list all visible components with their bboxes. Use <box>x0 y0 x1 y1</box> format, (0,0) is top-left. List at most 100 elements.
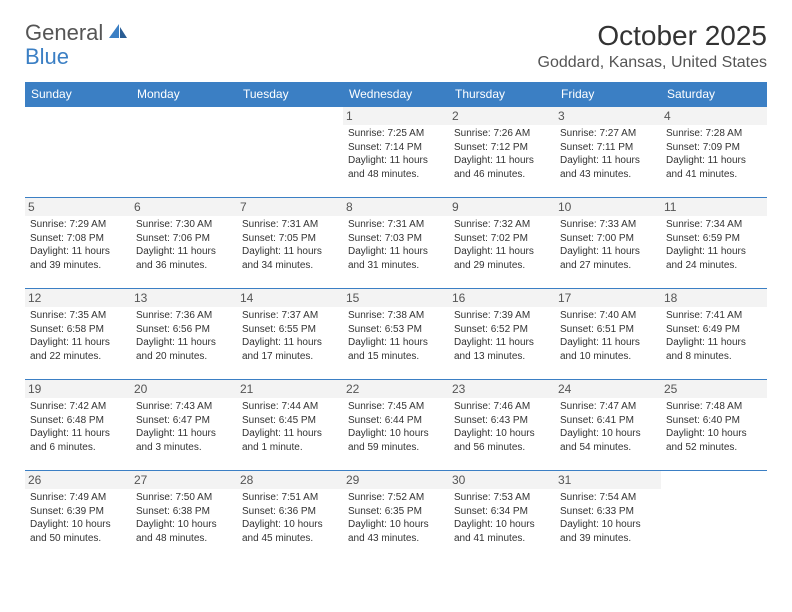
day-number: 21 <box>237 380 343 398</box>
day-info-line: Daylight: 10 hours <box>666 427 762 441</box>
day-info-line: and 41 minutes. <box>666 168 762 182</box>
day-info-line: Daylight: 10 hours <box>560 518 656 532</box>
day-info-line: and 46 minutes. <box>454 168 550 182</box>
day-info-line: Sunset: 6:52 PM <box>454 323 550 337</box>
day-info-line: Daylight: 10 hours <box>560 427 656 441</box>
day-info-line: Sunset: 6:45 PM <box>242 414 338 428</box>
day-info-line: Daylight: 11 hours <box>666 245 762 259</box>
day-info-line: Sunrise: 7:42 AM <box>30 400 126 414</box>
day-number: 29 <box>343 471 449 489</box>
col-friday: Friday <box>555 82 661 107</box>
day-info-line: Sunrise: 7:50 AM <box>136 491 232 505</box>
day-info-line: Sunset: 7:05 PM <box>242 232 338 246</box>
day-info-line: Daylight: 11 hours <box>136 336 232 350</box>
day-info-line: and 50 minutes. <box>30 532 126 546</box>
day-info-line: Sunset: 6:41 PM <box>560 414 656 428</box>
day-number: 31 <box>555 471 661 489</box>
day-cell: 3Sunrise: 7:27 AMSunset: 7:11 PMDaylight… <box>555 107 661 198</box>
month-title: October 2025 <box>538 20 767 52</box>
day-number: 11 <box>661 198 767 216</box>
day-info-line: Daylight: 11 hours <box>242 427 338 441</box>
day-info-line: Daylight: 10 hours <box>242 518 338 532</box>
day-info-line: Sunrise: 7:43 AM <box>136 400 232 414</box>
day-info-line: Sunset: 6:35 PM <box>348 505 444 519</box>
day-cell: 31 Sunrise: 7:54 AMSunset: 6:33 PMDayligh… <box>555 471 661 562</box>
day-info-line: Daylight: 11 hours <box>348 154 444 168</box>
day-info-line: and 24 minutes. <box>666 259 762 273</box>
day-info-line: and 59 minutes. <box>348 441 444 455</box>
day-info-line: and 31 minutes. <box>348 259 444 273</box>
calendar-table: Sunday Monday Tuesday Wednesday Thursday… <box>25 82 767 561</box>
day-info-line: Sunset: 6:59 PM <box>666 232 762 246</box>
day-cell: 28Sunrise: 7:51 AMSunset: 6:36 PMDayligh… <box>237 471 343 562</box>
day-info-line: and 27 minutes. <box>560 259 656 273</box>
day-number: 12 <box>25 289 131 307</box>
day-cell: 18Sunrise: 7:41 AMSunset: 6:49 PMDayligh… <box>661 289 767 380</box>
col-saturday: Saturday <box>661 82 767 107</box>
day-cell: 14Sunrise: 7:37 AMSunset: 6:55 PMDayligh… <box>237 289 343 380</box>
day-cell: 12Sunrise: 7:35 AMSunset: 6:58 PMDayligh… <box>25 289 131 380</box>
day-info-line: Sunrise: 7:54 AM <box>560 491 656 505</box>
day-info-line: Daylight: 11 hours <box>348 336 444 350</box>
day-info-line: Sunrise: 7:48 AM <box>666 400 762 414</box>
day-cell: 24Sunrise: 7:47 AMSunset: 6:41 PMDayligh… <box>555 380 661 471</box>
day-info-line: Sunset: 6:34 PM <box>454 505 550 519</box>
day-info-line: Sunset: 6:47 PM <box>136 414 232 428</box>
week-row: 5Sunrise: 7:29 AMSunset: 7:08 PMDaylight… <box>25 198 767 289</box>
day-info-line: Sunset: 6:55 PM <box>242 323 338 337</box>
day-info-line: Daylight: 10 hours <box>348 427 444 441</box>
day-info-line: and 1 minute. <box>242 441 338 455</box>
day-number: 8 <box>343 198 449 216</box>
title-block: October 2025 Goddard, Kansas, United Sta… <box>538 20 767 72</box>
day-cell: 2Sunrise: 7:26 AMSunset: 7:12 PMDaylight… <box>449 107 555 198</box>
day-number: 23 <box>449 380 555 398</box>
day-info-line: and 3 minutes. <box>136 441 232 455</box>
day-info-line: Sunset: 7:11 PM <box>560 141 656 155</box>
day-info-line: Daylight: 11 hours <box>666 336 762 350</box>
day-info-line: Daylight: 11 hours <box>666 154 762 168</box>
day-number: 15 <box>343 289 449 307</box>
day-info-line: Daylight: 10 hours <box>348 518 444 532</box>
day-info-line: Sunrise: 7:29 AM <box>30 218 126 232</box>
day-info-line: Sunrise: 7:28 AM <box>666 127 762 141</box>
day-cell: 11Sunrise: 7:34 AMSunset: 6:59 PMDayligh… <box>661 198 767 289</box>
day-number: 18 <box>661 289 767 307</box>
day-number: 10 <box>555 198 661 216</box>
day-info-line: Sunrise: 7:33 AM <box>560 218 656 232</box>
day-info-line: Sunset: 7:03 PM <box>348 232 444 246</box>
day-info-line: and 13 minutes. <box>454 350 550 364</box>
col-sunday: Sunday <box>25 82 131 107</box>
day-cell: 1Sunrise: 7:25 AMSunset: 7:14 PMDaylight… <box>343 107 449 198</box>
day-info-line: and 45 minutes. <box>242 532 338 546</box>
day-cell: 13Sunrise: 7:36 AMSunset: 6:56 PMDayligh… <box>131 289 237 380</box>
day-info-line: and 10 minutes. <box>560 350 656 364</box>
day-number: 2 <box>449 107 555 125</box>
day-info-line: and 52 minutes. <box>666 441 762 455</box>
day-cell: 16Sunrise: 7:39 AMSunset: 6:52 PMDayligh… <box>449 289 555 380</box>
day-info-line: Sunrise: 7:25 AM <box>348 127 444 141</box>
day-info-line: Sunset: 6:39 PM <box>30 505 126 519</box>
day-info-line: and 39 minutes. <box>30 259 126 273</box>
day-number: 4 <box>661 107 767 125</box>
logo: General <box>25 20 131 46</box>
week-row: 26Sunrise: 7:49 AMSunset: 6:39 PMDayligh… <box>25 471 767 562</box>
day-info-line: Sunset: 7:09 PM <box>666 141 762 155</box>
day-cell: 6Sunrise: 7:30 AMSunset: 7:06 PMDaylight… <box>131 198 237 289</box>
day-info-line: Sunrise: 7:26 AM <box>454 127 550 141</box>
day-info-line: Sunrise: 7:46 AM <box>454 400 550 414</box>
day-cell: 19Sunrise: 7:42 AMSunset: 6:48 PMDayligh… <box>25 380 131 471</box>
day-info-line: Sunrise: 7:38 AM <box>348 309 444 323</box>
day-info-line: and 36 minutes. <box>136 259 232 273</box>
day-info-line: Sunset: 6:33 PM <box>560 505 656 519</box>
day-number: 25 <box>661 380 767 398</box>
day-info-line: Sunset: 6:40 PM <box>666 414 762 428</box>
day-info-line: Sunrise: 7:37 AM <box>242 309 338 323</box>
day-number: 19 <box>25 380 131 398</box>
day-info-line: Daylight: 11 hours <box>30 245 126 259</box>
day-number: 20 <box>131 380 237 398</box>
day-info-line: Sunrise: 7:31 AM <box>242 218 338 232</box>
day-info-line: Sunrise: 7:52 AM <box>348 491 444 505</box>
day-info-line: Sunset: 6:43 PM <box>454 414 550 428</box>
day-info-line: and 39 minutes. <box>560 532 656 546</box>
day-info-line: Sunrise: 7:40 AM <box>560 309 656 323</box>
